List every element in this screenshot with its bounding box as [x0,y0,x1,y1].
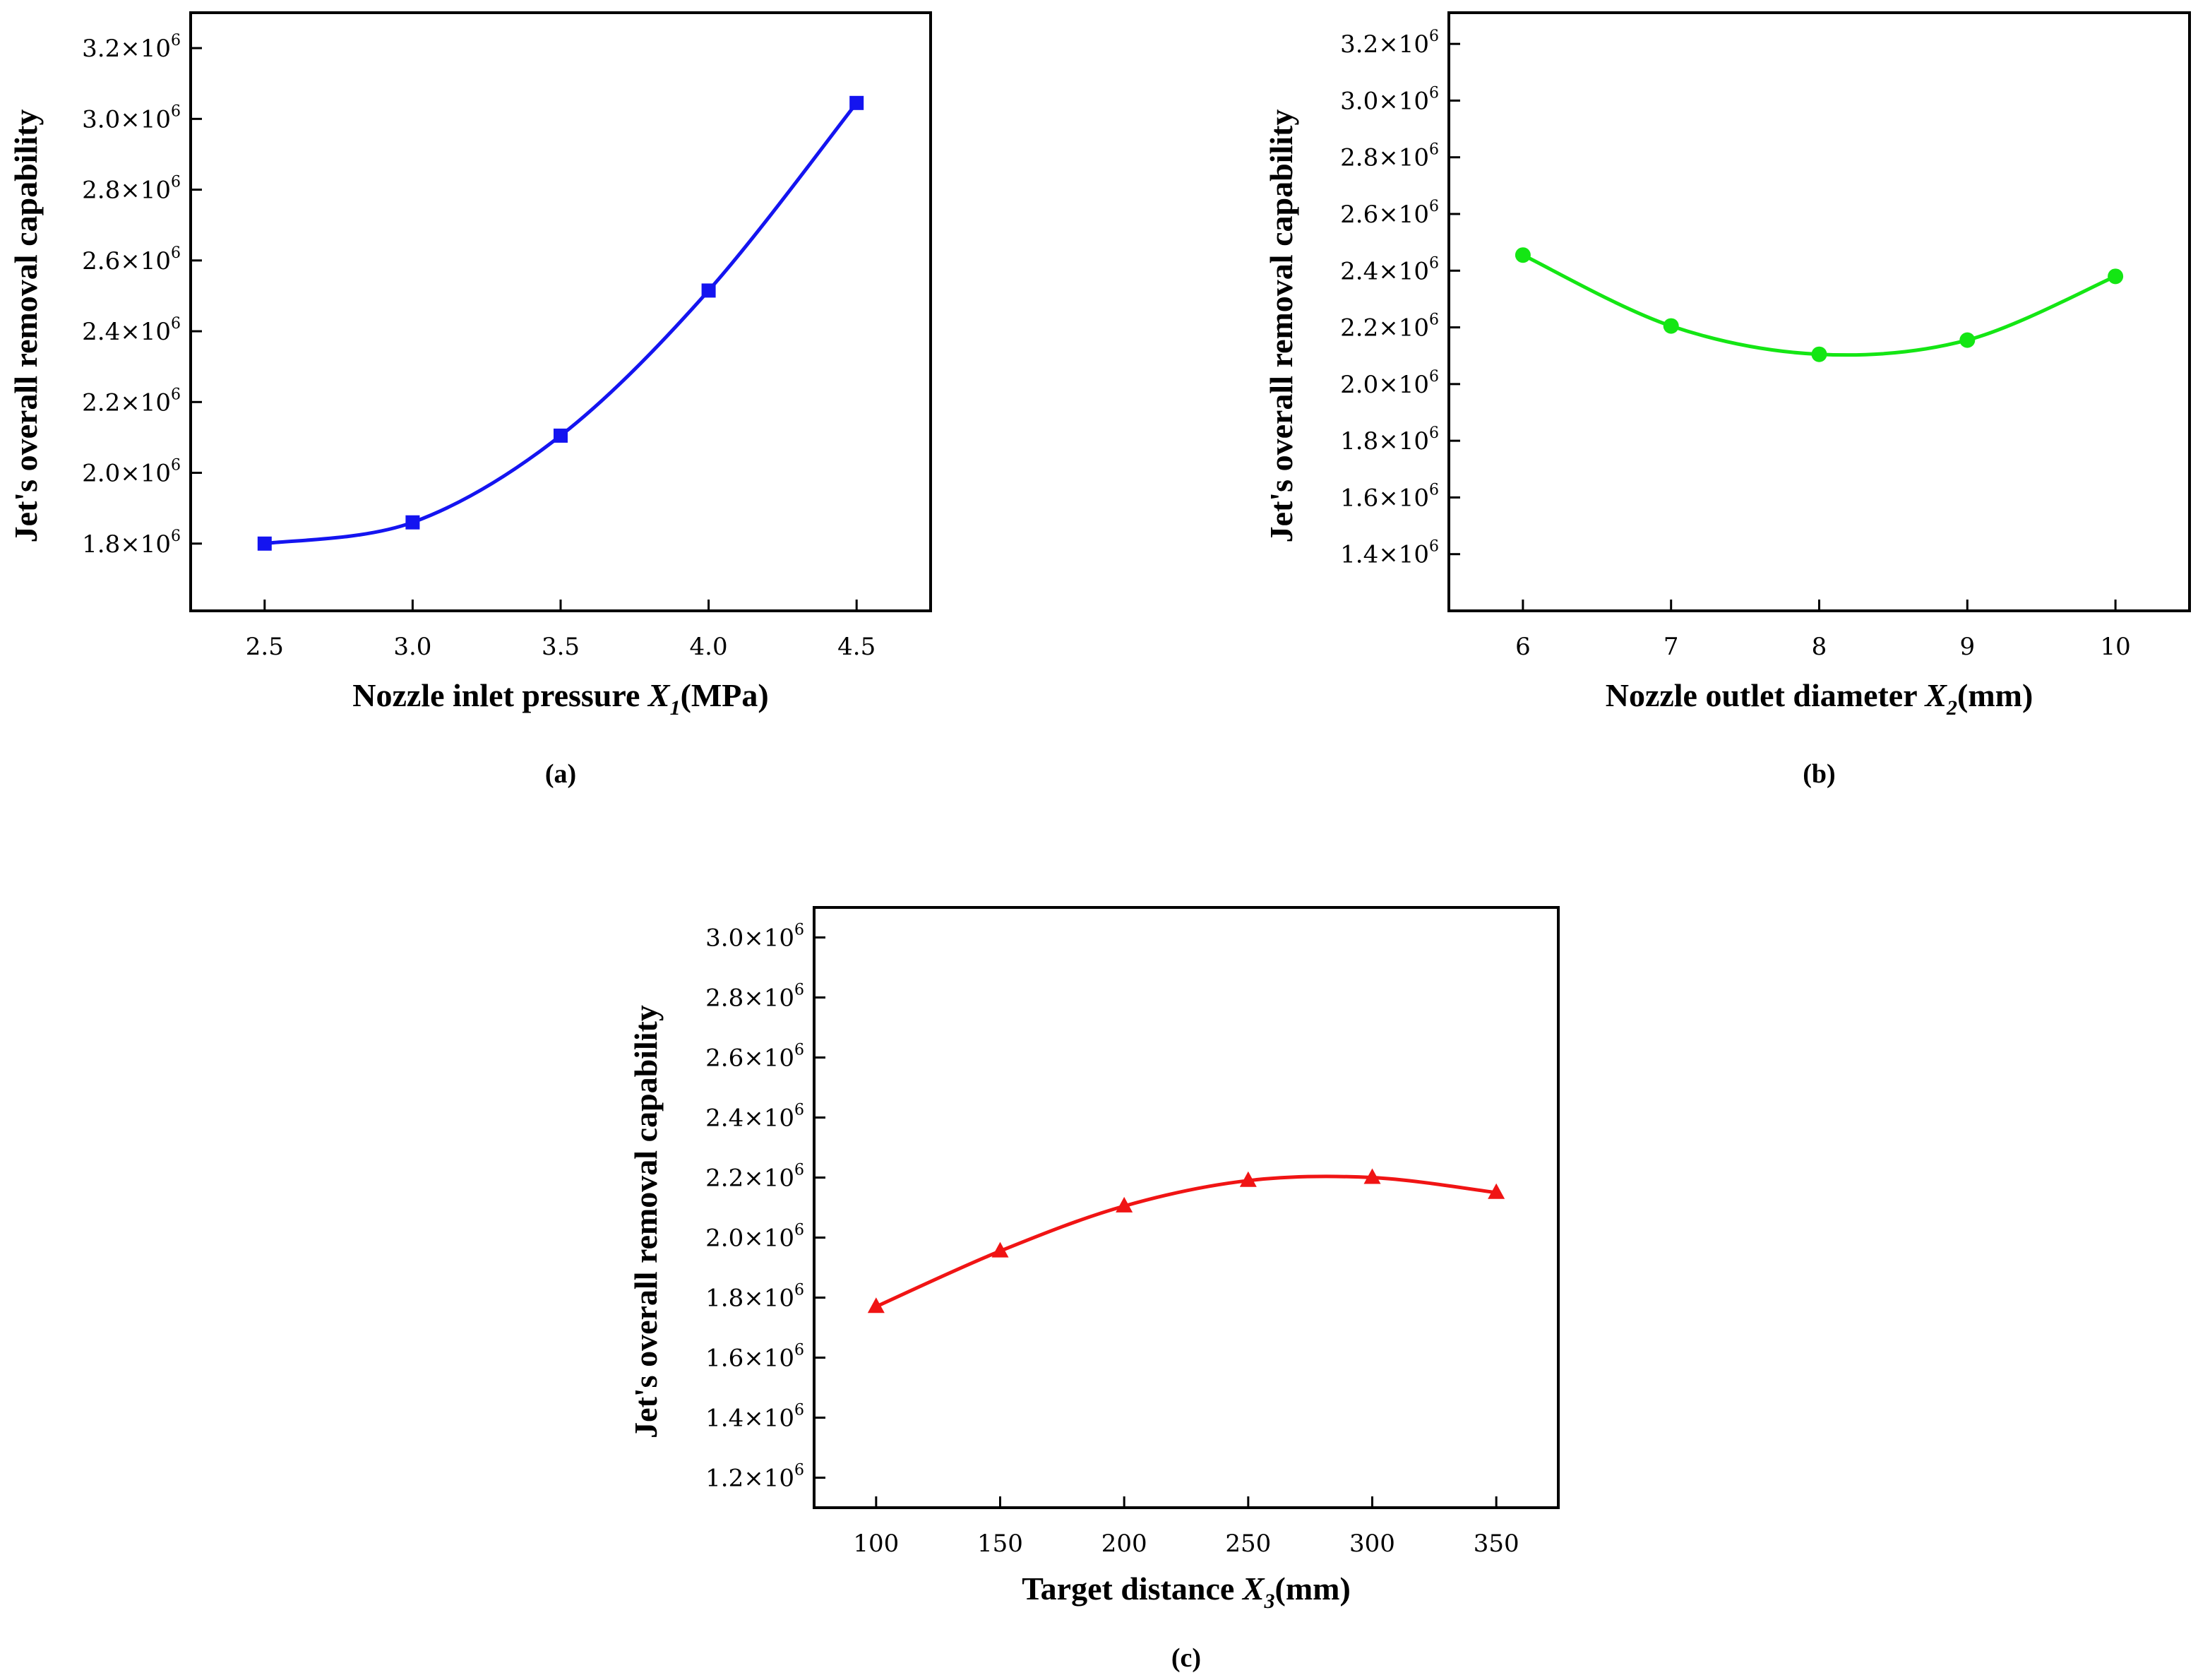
data-point [867,1297,885,1313]
y-tick-label: 2.8×106 [82,174,181,205]
y-tick-label: 3.0×106 [705,922,804,953]
chart-panel-3: 1.2×106 1.4×106 1.6×106 1.8×106 2.0×106 2.2×1… [628,906,1560,1673]
data-point [849,95,864,110]
x-tick-label: 3.5 [542,633,580,661]
plot-frame [813,906,1560,1509]
data-point [1959,332,1976,348]
data-point [554,428,568,443]
data-point [991,1241,1009,1258]
y-tick-label: 2.2×106 [82,386,181,417]
y-tick-label: 3.0×106 [1340,84,1439,115]
x-tick-label: 200 [1101,1530,1147,1558]
panel-label: (c) [1171,1643,1201,1673]
series-line [1522,253,2117,357]
data-point [1515,247,1531,263]
chart-panel-1: 1.8×106 2.0×106 2.2×106 2.4×106 2.6×106 2.8×1… [8,11,932,789]
x-tick-label: 350 [1474,1530,1519,1558]
x-tick-label: 4.5 [837,633,876,661]
y-tick-label: 2.0×106 [82,457,181,488]
y-tick-label: 2.8×106 [1340,141,1439,172]
x-tick-label: 8 [1812,633,1827,661]
x-tick-label: 4.0 [690,633,728,661]
y-axis-label: Jet's overall removal capability [628,1005,664,1438]
y-tick-label: 2.8×106 [705,982,804,1013]
x-tick-label: 6 [1515,633,1531,661]
y-tick-label: 2.4×106 [82,315,181,346]
y-tick-label: 1.6×106 [705,1342,804,1373]
x-tick-label: 2.5 [246,633,284,661]
series-line [264,102,859,546]
chart-panel-2: 1.4×106 1.6×106 1.8×106 2.0×106 2.2×106 2.4×1… [1263,11,2191,789]
y-tick-label: 1.4×106 [1340,538,1439,569]
y-tick-label: 2.4×106 [705,1102,804,1133]
x-tick-label: 150 [977,1530,1023,1558]
panel-label: (a) [545,759,576,789]
y-tick-label: 3.2×106 [82,32,181,63]
y-tick-label: 1.8×106 [705,1282,804,1313]
data-point [1663,318,1679,334]
y-tick-label: 2.6×106 [1340,198,1439,229]
x-tick-label: 250 [1225,1530,1271,1558]
y-axis-label: Jet's overall removal capability [1263,109,1299,543]
data-point [1239,1171,1257,1187]
x-tick-label: 10 [2100,633,2130,661]
plot-frame [189,11,932,612]
y-tick-label: 1.4×106 [705,1402,804,1433]
y-axis-label: Jet's overall removal capability [8,109,44,543]
panel-label: (b) [1803,759,1835,789]
data-point [257,536,272,551]
y-tick-label: 1.8×106 [1340,424,1439,455]
y-tick-label: 2.2×106 [1340,311,1439,342]
x-axis-label: Target distance X3(mm) [1022,1571,1351,1613]
y-tick-label: 1.6×106 [1340,481,1439,512]
y-tick-label: 2.0×106 [705,1222,804,1253]
y-tick-label: 2.6×106 [82,244,181,275]
data-point [1363,1168,1381,1184]
y-tick-label: 1.2×106 [705,1462,804,1493]
y-tick-label: 3.2×106 [1340,28,1439,59]
x-tick-label: 9 [1959,633,1975,661]
y-tick-label: 3.0×106 [82,102,181,133]
plot-frame [1447,11,2191,612]
y-tick-label: 2.4×106 [1340,254,1439,285]
y-tick-label: 2.6×106 [705,1042,804,1073]
data-point [701,283,716,298]
x-axis-label: Nozzle inlet pressure X1(MPa) [352,677,768,720]
data-point [2108,268,2124,285]
x-tick-label: 300 [1349,1530,1395,1558]
data-point [1811,346,1827,362]
data-point [405,515,420,530]
y-tick-label: 2.2×106 [705,1162,804,1193]
y-tick-label: 2.0×106 [1340,368,1439,399]
x-tick-label: 7 [1664,633,1679,661]
y-tick-label: 1.8×106 [82,528,181,559]
x-axis-label: Nozzle outlet diameter X2(mm) [1606,677,2033,720]
data-point [1116,1196,1133,1213]
series-line [875,1174,1497,1309]
x-tick-label: 3.0 [393,633,431,661]
x-tick-label: 100 [853,1530,899,1558]
data-point [1488,1183,1505,1199]
